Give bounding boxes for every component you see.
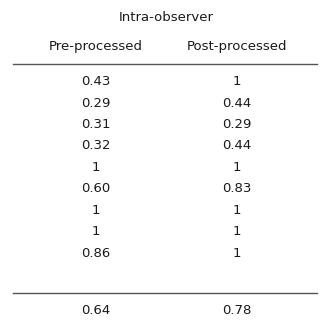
Text: 0.64: 0.64 [81, 304, 111, 317]
Text: 0.29: 0.29 [81, 97, 111, 109]
Text: Pre-processed: Pre-processed [49, 40, 143, 53]
Text: 0.32: 0.32 [81, 140, 111, 152]
Text: Intra-observer: Intra-observer [119, 11, 214, 24]
Text: 0.60: 0.60 [81, 182, 111, 195]
Text: 0.43: 0.43 [81, 75, 111, 88]
Text: 1: 1 [233, 204, 241, 217]
Text: 1: 1 [92, 225, 100, 238]
Text: 1: 1 [233, 247, 241, 260]
Text: 0.29: 0.29 [222, 118, 252, 131]
Text: 0.86: 0.86 [81, 247, 111, 260]
Text: 1: 1 [233, 225, 241, 238]
Text: 0.44: 0.44 [222, 140, 252, 152]
Text: 0.31: 0.31 [81, 118, 111, 131]
Text: Post-processed: Post-processed [187, 40, 287, 53]
Text: 1: 1 [233, 161, 241, 174]
Text: 1: 1 [92, 204, 100, 217]
Text: 1: 1 [92, 161, 100, 174]
Text: 1: 1 [233, 75, 241, 88]
Text: 0.78: 0.78 [222, 304, 252, 317]
Text: 0.44: 0.44 [222, 97, 252, 109]
Text: 0.83: 0.83 [222, 182, 252, 195]
